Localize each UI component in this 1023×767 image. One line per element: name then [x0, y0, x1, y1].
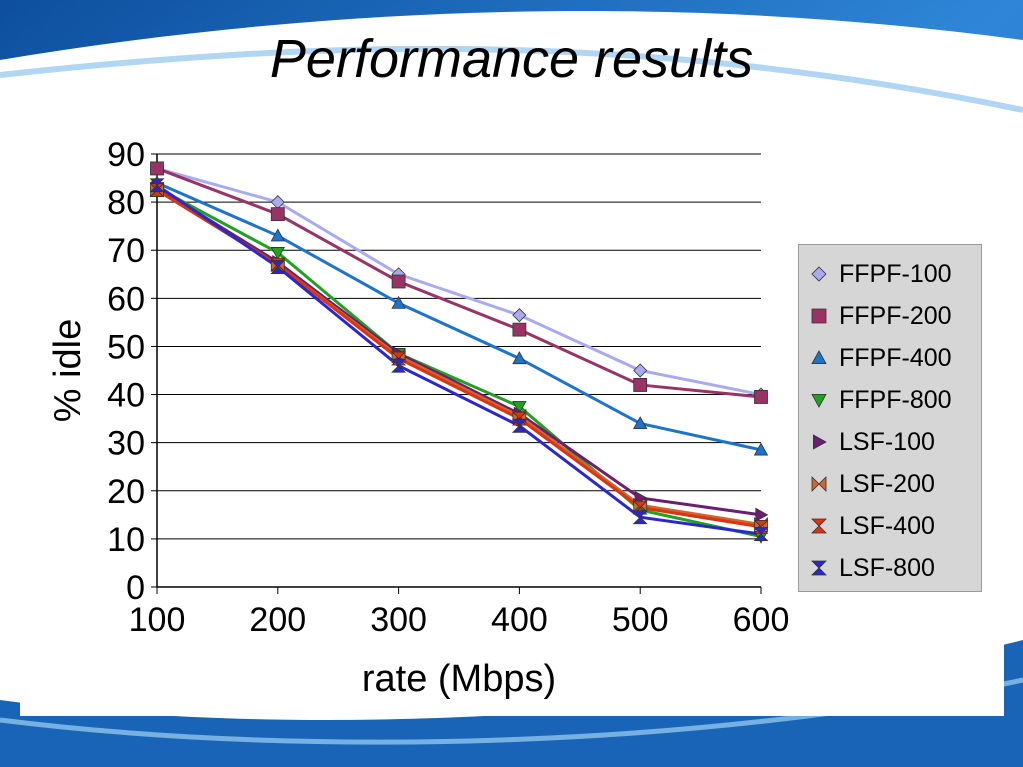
legend-marker-ffpf-100	[811, 266, 827, 282]
x-tick-label: 400	[491, 601, 548, 639]
legend-label: FFPF-100	[839, 259, 952, 288]
x-tick-label: 300	[370, 601, 427, 639]
x-tick-label: 600	[733, 601, 790, 639]
y-tick-label: 30	[107, 425, 145, 463]
line-chart: 0 10 20 30 40 50 60 70 80 90 100 200 300 400 500 600 rat…	[47, 136, 789, 700]
point-ffpf-400-500	[633, 416, 648, 430]
point-lsf-800-200	[270, 260, 286, 274]
point-ffpf-200-300	[391, 274, 406, 289]
legend-swatch-diamond-icon	[811, 266, 827, 282]
legend-swatch-square-icon	[811, 308, 827, 324]
point-lsf-800-400	[511, 418, 527, 433]
legend-label: FFPF-200	[839, 301, 952, 330]
point-ffpf-800-400	[512, 400, 527, 414]
legend-marker-lsf-800	[811, 560, 827, 576]
legend-label: LSF-200	[839, 469, 935, 498]
legend-marker-lsf-400	[811, 518, 827, 534]
legend-swatch-triangle-right-icon	[813, 434, 827, 450]
point-ffpf-400-200	[270, 228, 285, 242]
grid-lines	[157, 153, 761, 540]
legend-label: LSF-100	[839, 427, 935, 456]
y-tick-label: 20	[107, 473, 145, 511]
series-line-lsf-100	[156, 186, 762, 517]
x-axis-title: rate (Mbps)	[362, 658, 556, 700]
y-tick-label: 0	[126, 569, 145, 607]
legend-marker-lsf-200	[811, 476, 827, 492]
legend-item-ffpf-200: FFPF-200	[809, 295, 981, 337]
point-ffpf-400-600	[753, 442, 769, 456]
point-ffpf-400-400	[512, 351, 527, 365]
series-markers	[149, 161, 769, 544]
series-line-ffpf-200	[156, 167, 762, 399]
x-tick-label: 200	[249, 601, 306, 639]
y-tick-label: 60	[107, 280, 145, 318]
y-axis-title: % idle	[47, 319, 89, 423]
series-line-ffpf-400	[156, 181, 762, 452]
legend-swatch-bowtie-icon	[811, 476, 827, 492]
series-line-lsf-400	[156, 188, 762, 529]
legend-item-ffpf-400: FFPF-400	[809, 337, 981, 379]
legend-item-ffpf-800: FFPF-800	[809, 379, 981, 421]
legend-swatch-hourglass-icon	[811, 560, 827, 576]
point-ffpf-100-500	[633, 363, 648, 378]
x-tick-label: 100	[129, 601, 186, 639]
legend-label: LSF-400	[839, 511, 935, 540]
point-ffpf-200-500	[633, 378, 648, 392]
point-ffpf-800-200	[270, 247, 285, 260]
legend-label: FFPF-400	[839, 343, 952, 372]
point-ffpf-200-400	[512, 322, 527, 337]
legend-swatch-triangle-up-icon	[811, 350, 827, 364]
point-lsf-100-600	[755, 507, 769, 523]
legend-item-lsf-200: LSF-200	[809, 463, 981, 505]
y-tick-label: 70	[107, 232, 145, 270]
series-line-ffpf-100	[156, 166, 762, 397]
legend-swatch-hourglass-icon	[811, 518, 827, 534]
slide-title: Performance results	[269, 29, 754, 89]
y-tick-label: 10	[107, 521, 145, 559]
point-ffpf-100-400	[512, 308, 527, 323]
legend-label: FFPF-800	[839, 385, 952, 414]
y-tick-label: 90	[107, 136, 145, 174]
legend-swatch-triangle-down-icon	[811, 394, 827, 408]
point-lsf-800-600	[753, 527, 769, 541]
chart-legend: FFPF-100 FFPF-200 FFPF-400 FFPF-800 LSF-100 L…	[798, 244, 982, 592]
legend-marker-lsf-100	[813, 434, 827, 450]
point-lsf-800-100	[149, 178, 165, 193]
legend-marker-ffpf-400	[811, 350, 827, 364]
legend-item-lsf-800: LSF-800	[809, 547, 981, 589]
series-line-lsf-200	[156, 188, 762, 526]
point-lsf-800-300	[391, 358, 407, 373]
y-tick-label: 50	[107, 328, 145, 366]
legend-item-lsf-100: LSF-100	[809, 421, 981, 463]
axis-labels: 0 10 20 30 40 50 60 70 80 90 100 200 300 400 500 600 rat…	[47, 136, 789, 700]
legend-label: LSF-800	[839, 553, 935, 582]
point-ffpf-400-300	[391, 295, 406, 309]
point-ffpf-100-200	[270, 195, 285, 210]
point-ffpf-200-200	[270, 207, 285, 222]
y-tick-label: 40	[107, 377, 145, 415]
y-tick-label: 80	[107, 184, 145, 222]
x-tick-label: 500	[612, 601, 669, 639]
legend-marker-ffpf-200	[811, 308, 827, 324]
series-lines	[156, 166, 762, 538]
chart-panel: 0 10 20 30 40 50 60 70 80 90 100 200 300 400 500 600 rat…	[20, 126, 1004, 716]
legend-item-ffpf-100: FFPF-100	[809, 253, 981, 295]
series-line-lsf-800	[156, 184, 762, 536]
series-line-ffpf-800	[156, 186, 762, 538]
legend-marker-ffpf-800	[811, 394, 827, 408]
point-lsf-800-500	[632, 510, 648, 525]
axes	[151, 153, 762, 594]
legend-item-lsf-400: LSF-400	[809, 505, 981, 547]
point-ffpf-200-100	[150, 161, 164, 176]
point-ffpf-200-600	[754, 390, 768, 404]
